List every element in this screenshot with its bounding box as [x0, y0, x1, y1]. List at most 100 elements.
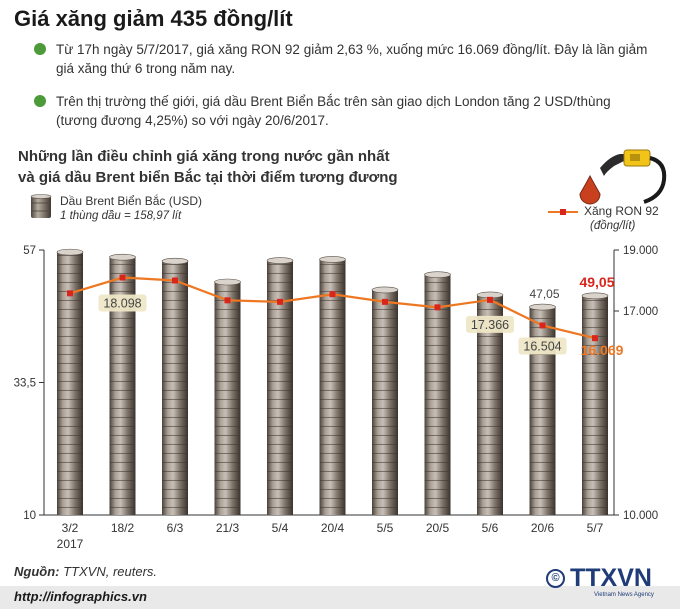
- left-tick-label: 57: [23, 245, 36, 257]
- ttxvn-logo: © TTXVN Vietnam News Agency: [546, 564, 668, 600]
- source-label: Nguồn:: [14, 564, 60, 579]
- x-tick-label: 5/5: [377, 521, 394, 535]
- legend-ron92-unit: (đồng/lít): [590, 220, 636, 232]
- bar: [109, 253, 136, 515]
- footer-link[interactable]: http://infographics.vn: [14, 589, 147, 604]
- chart: 57 33,5 10 19.000 17.000 10.000 3/2 18/2 6/3 21/3…: [14, 245, 659, 551]
- barrel-lid: [371, 286, 399, 294]
- line-label-text: 16.069: [581, 342, 624, 358]
- ron92-point: [382, 298, 388, 305]
- logo-text: TTXVN: [570, 564, 652, 592]
- chart-subtitle: Những lần điều chỉnh giá xăng trong nước…: [18, 146, 438, 188]
- line-label-text: 18.098: [103, 297, 141, 311]
- x-tick-label: 6/3: [167, 521, 184, 535]
- x-tick-label: 20/6: [531, 521, 555, 535]
- bar-data-label: 47,05: [529, 287, 559, 301]
- line-label-bg: [518, 337, 567, 355]
- chart-subtitle-line: và giá dầu Brent biển Bắc tại thời điểm …: [18, 169, 398, 186]
- bar: [214, 278, 241, 515]
- legend-brent-note: 1 thùng dầu = 158,97 lít: [60, 210, 182, 222]
- bullet-list: Từ 17h ngày 5/7/2017, giá xăng RON 92 gi…: [34, 40, 654, 144]
- barrel-ribs: [424, 273, 451, 515]
- copyright-icon: ©: [546, 569, 565, 588]
- right-tick-label: 17.000: [623, 306, 658, 318]
- barrel-ribs: [214, 281, 241, 515]
- source: Nguồn: TTXVN, reuters.: [14, 564, 157, 579]
- ron92-point: [67, 290, 73, 297]
- barrel-ribs: [372, 288, 398, 515]
- x-tick-label: 21/3: [216, 521, 240, 535]
- ron92-point: [434, 304, 441, 311]
- barrel-ribs: [582, 294, 608, 515]
- ron92-point: [539, 322, 546, 329]
- page-title: Giá xăng giảm 435 đồng/lít: [14, 6, 293, 31]
- x-tick-label: 5/4: [272, 521, 289, 535]
- bullet-dot-icon: [34, 95, 46, 107]
- x-year-label: 2017: [57, 537, 84, 551]
- ron92-point: [329, 291, 336, 298]
- bullet-text: Từ 17h ngày 5/7/2017, giá xăng RON 92 gi…: [56, 42, 648, 76]
- line-label-bg: [466, 315, 514, 333]
- barrel-ribs: [529, 306, 556, 515]
- right-tick-label: 10.000: [623, 510, 658, 522]
- x-tick-label: 5/6: [482, 521, 499, 535]
- bar: [529, 303, 556, 515]
- bar: [424, 271, 451, 515]
- ron92-point: [277, 298, 283, 305]
- bar: [581, 292, 609, 515]
- line-data-label: 18.098: [98, 294, 147, 312]
- ron92-point: [487, 296, 493, 303]
- bullet-item: Trên thị trường thế giới, giá dầu Brent …: [34, 92, 654, 130]
- line-data-label: 17.366: [466, 315, 514, 333]
- footer-bar: [0, 586, 680, 609]
- bar: [56, 248, 84, 515]
- bullet-text: Trên thị trường thế giới, giá dầu Brent …: [56, 94, 611, 128]
- data-labels: 18.098 17.366 16.504 16.069 47,05 49,05: [98, 274, 624, 358]
- barrel-lid: [109, 253, 136, 261]
- barrel-lid: [214, 278, 241, 286]
- barrel-lid: [266, 257, 294, 264]
- right-tick-label: 19.000: [623, 245, 658, 257]
- x-tick-label: 5/7: [587, 521, 604, 535]
- bullet-item: Từ 17h ngày 5/7/2017, giá xăng RON 92 gi…: [34, 40, 654, 78]
- barrel-lid: [161, 257, 189, 265]
- legend-ron92-label: Xăng RON 92: [584, 204, 659, 218]
- barrel-lid: [56, 248, 84, 256]
- legend-brent-label: Dầu Brent Biển Bắc (USD): [60, 194, 203, 208]
- chart-subtitle-line: Những lần điều chỉnh giá xăng trong nước…: [18, 148, 390, 165]
- line-label-text: 16.504: [523, 339, 561, 353]
- left-tick-label: 33,5: [14, 378, 36, 390]
- x-tick-label: 20/4: [321, 521, 345, 535]
- bar-data-label: 49,05: [579, 274, 614, 290]
- line-label-bg: [98, 294, 147, 312]
- ron92-point: [592, 335, 598, 342]
- ron92-point: [224, 297, 231, 304]
- bullet-dot-icon: [34, 43, 46, 55]
- line-label-text: 17.366: [471, 318, 509, 332]
- price-line: [67, 274, 598, 342]
- x-tick-label: 3/2: [62, 521, 79, 535]
- barrel-ribs: [267, 259, 293, 515]
- oil-barrel-icon: [30, 194, 52, 218]
- source-value: TTXVN, reuters.: [63, 564, 158, 579]
- barrel-lid: [319, 256, 346, 263]
- bar: [161, 257, 189, 515]
- barrel-ribs: [319, 258, 346, 515]
- logo-agency: Vietnam News Agency: [594, 592, 654, 598]
- bar: [266, 257, 294, 515]
- left-tick-label: 10: [23, 510, 36, 522]
- x-tick-label: 18/2: [111, 521, 135, 535]
- bar: [371, 286, 399, 515]
- barrel-lid: [581, 292, 609, 300]
- ron92-point: [172, 277, 178, 284]
- barrel-ribs: [162, 260, 188, 515]
- line-data-label: 16.504: [518, 337, 567, 355]
- barrel-lid: [424, 271, 451, 278]
- x-tick-label: 20/5: [426, 521, 450, 535]
- axes: 57 33,5 10 19.000 17.000 10.000 3/2 18/2 6/3 21/3…: [14, 245, 659, 551]
- ron92-point: [119, 274, 126, 281]
- barrel-lid: [529, 303, 556, 311]
- fuel-pump-icon: [579, 149, 667, 205]
- bar: [319, 256, 346, 515]
- bars: [56, 248, 609, 515]
